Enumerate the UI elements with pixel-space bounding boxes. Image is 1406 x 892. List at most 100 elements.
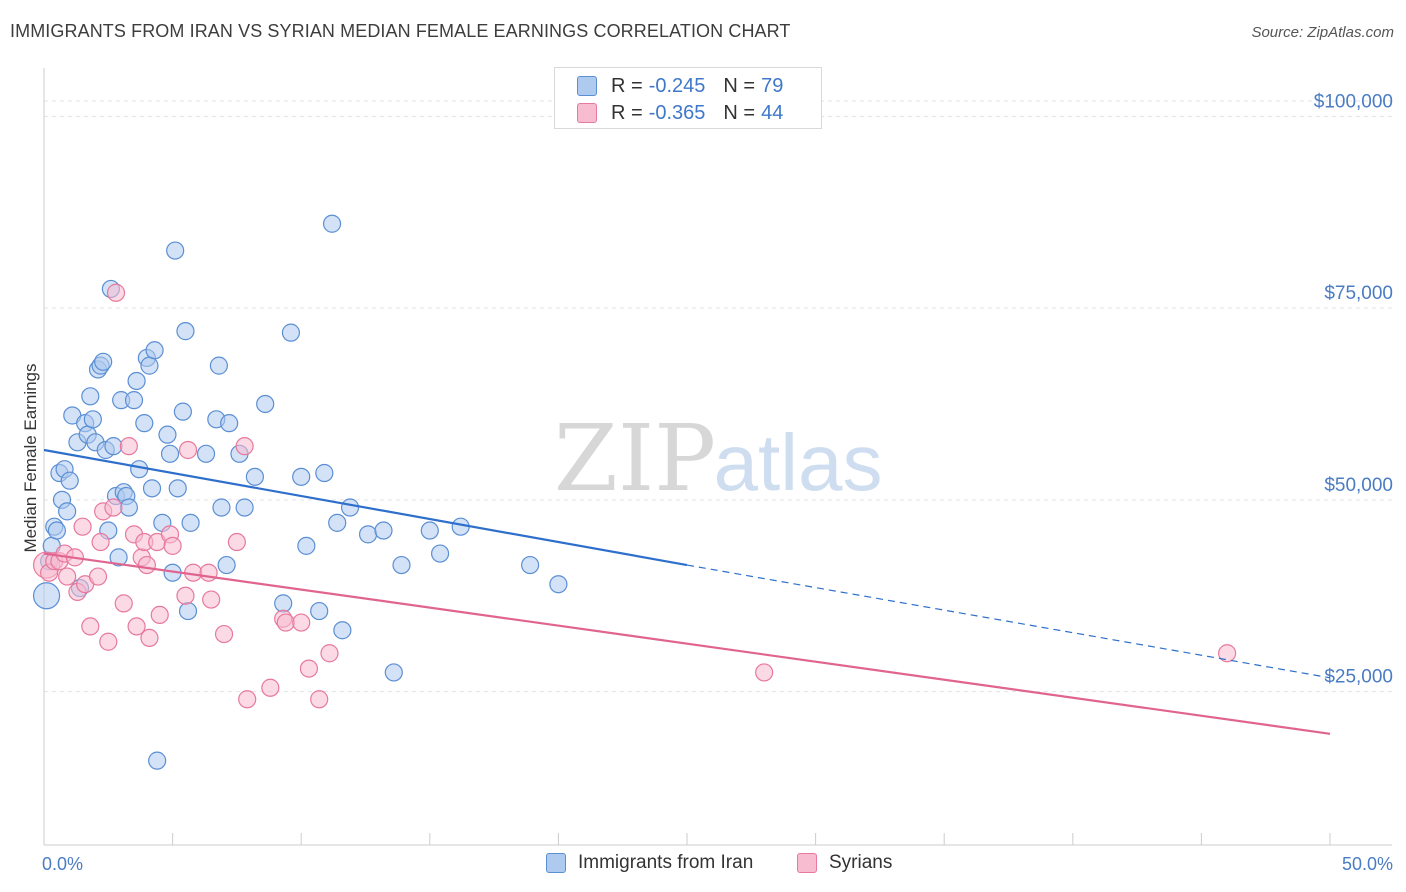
- iran-point: [104, 437, 123, 456]
- syria-point: [163, 536, 182, 555]
- legend: R = -0.245 N = 79 R = -0.365 N = 44: [554, 67, 822, 129]
- legend-n-value: 44: [761, 101, 784, 124]
- syria-point: [127, 617, 146, 636]
- iran-point: [212, 498, 231, 517]
- x-tick-label-max: 50.0%: [1342, 854, 1393, 874]
- y-tick-label: $75,000: [1324, 283, 1393, 304]
- bottom-legend-iran: Immigrants from Iran: [546, 852, 753, 874]
- iran-point: [173, 402, 192, 421]
- y-axis-label: Median Female Earnings: [21, 364, 40, 553]
- syria-point: [299, 659, 319, 678]
- legend-r-value: -0.365: [648, 101, 706, 124]
- syria-point: [199, 563, 218, 582]
- x-tick-label-min: 0.0%: [42, 854, 83, 874]
- syria-point: [310, 690, 329, 709]
- bottom-legend-swatch-syria: [797, 853, 817, 873]
- iran-point: [94, 352, 113, 371]
- iran-point: [209, 356, 228, 375]
- bottom-legend: Immigrants from Iran Syrians: [0, 852, 1406, 878]
- iran-point: [119, 498, 138, 517]
- iran-point: [160, 444, 180, 463]
- syria-trend-line: [43, 552, 1331, 735]
- gridlines: [44, 100, 1392, 693]
- iran-trend-line: [43, 448, 688, 567]
- iran-point: [124, 391, 144, 410]
- syria-point: [114, 594, 133, 613]
- legend-n-value: 79: [761, 74, 784, 97]
- axes: [43, 68, 1392, 846]
- bottom-legend-swatch-iran: [546, 853, 566, 873]
- iran-point: [256, 394, 275, 414]
- iran-point: [181, 513, 200, 532]
- syria-point: [150, 605, 169, 625]
- trend-lines: [43, 448, 1331, 735]
- syria-point: [176, 586, 195, 605]
- syria-point: [1218, 644, 1237, 663]
- legend-swatch-iran: [577, 76, 597, 96]
- iran-point: [109, 548, 128, 567]
- syria-point: [755, 663, 774, 682]
- iran-point: [310, 601, 329, 621]
- iran-point: [328, 513, 347, 532]
- iran-point: [83, 410, 102, 429]
- iran-point: [384, 663, 403, 682]
- bottom-legend-label-syria: Syrians: [829, 852, 893, 873]
- source-label: Source: ZipAtlas.com: [1251, 24, 1394, 41]
- iran-trend-extension: [686, 564, 1331, 679]
- iran-point: [135, 414, 154, 433]
- syria-point: [104, 498, 123, 517]
- iran-point: [140, 356, 159, 375]
- syria-point: [137, 555, 156, 575]
- watermark: ZIP atlas: [554, 405, 883, 512]
- syria-point: [202, 590, 221, 609]
- legend-r-label: R =: [611, 101, 643, 124]
- legend-row-syria: R = -0.365 N = 44: [577, 100, 783, 126]
- legend-n-label: N =: [723, 74, 756, 97]
- iran-point: [333, 621, 352, 640]
- iran-point: [430, 544, 450, 563]
- syria-point: [276, 613, 295, 632]
- iran-point: [178, 601, 198, 621]
- syria-point: [91, 532, 110, 552]
- syria-point: [178, 440, 198, 460]
- syria-point: [99, 632, 118, 651]
- iran-point: [374, 521, 393, 540]
- legend-n-label: N =: [723, 101, 756, 124]
- syria-point: [88, 567, 108, 586]
- y-tick-label: $100,000: [1314, 91, 1393, 112]
- series-iran-points: [32, 214, 568, 770]
- iran-point: [315, 463, 334, 483]
- iran-point: [322, 214, 342, 233]
- iran-point: [220, 414, 239, 433]
- iran-point: [281, 323, 301, 342]
- syria-point: [227, 532, 246, 552]
- syria-point: [235, 437, 254, 456]
- iran-point: [340, 498, 360, 517]
- iran-point: [392, 555, 411, 575]
- syria-point: [214, 624, 234, 644]
- legend-r-label: R =: [611, 74, 643, 97]
- syria-point: [119, 437, 138, 456]
- iran-point: [127, 371, 146, 391]
- iran-point: [549, 575, 568, 594]
- bottom-legend-syria: Syrians: [797, 852, 892, 874]
- x-tick-labels: 0.0% 50.0%: [42, 854, 1393, 874]
- iran-point: [217, 555, 236, 575]
- chart-title: IMMIGRANTS FROM IRAN VS SYRIAN MEDIAN FE…: [10, 21, 791, 41]
- iran-point: [521, 555, 540, 575]
- syria-point: [81, 617, 100, 636]
- y-tick-label: $25,000: [1324, 667, 1393, 688]
- syria-point: [140, 628, 159, 648]
- iran-point: [168, 479, 187, 498]
- legend-r-value: -0.245: [648, 74, 706, 97]
- iran-point: [235, 498, 254, 517]
- syria-point: [238, 690, 257, 709]
- iran-point: [292, 467, 311, 486]
- iran-point: [358, 525, 378, 544]
- iran-point: [145, 341, 164, 360]
- iran-point: [58, 502, 77, 521]
- syria-point: [73, 517, 92, 536]
- y-tick-label: $50,000: [1324, 475, 1393, 496]
- iran-point: [420, 521, 439, 540]
